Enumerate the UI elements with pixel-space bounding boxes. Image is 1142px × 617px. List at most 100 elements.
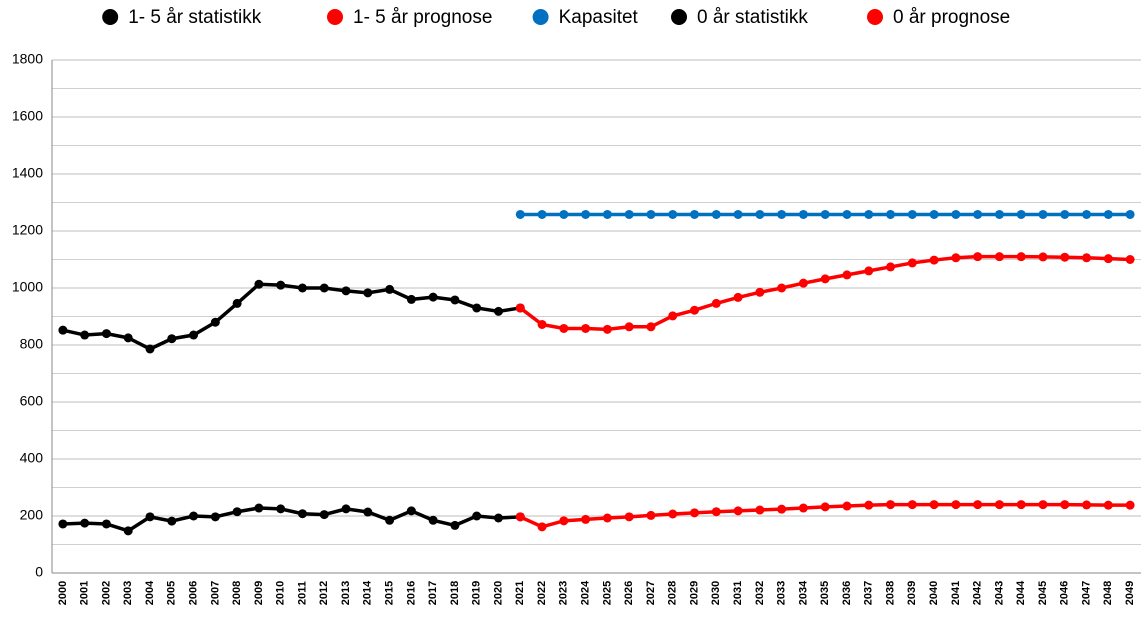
x-tick-label: 2045 (1037, 581, 1049, 605)
x-tick-label: 2022 (536, 581, 548, 605)
data-point (798, 209, 808, 219)
data-point (951, 500, 961, 510)
data-point (1038, 500, 1048, 510)
data-point (1103, 254, 1113, 264)
data-point (646, 322, 656, 332)
x-tick-label: 2013 (340, 581, 352, 605)
y-tick-label: 600 (20, 393, 44, 409)
data-point (646, 209, 656, 219)
data-point (907, 209, 917, 219)
x-tick-label: 2031 (732, 581, 744, 605)
data-point (1038, 209, 1048, 219)
y-tick-label: 800 (20, 336, 44, 352)
data-point (581, 209, 591, 219)
x-tick-label: 2016 (405, 581, 417, 605)
x-tick-label: 2046 (1059, 581, 1071, 605)
x-tick-label: 2037 (863, 581, 875, 605)
x-tick-label: 2002 (100, 581, 112, 605)
y-tick-label: 1600 (12, 108, 43, 124)
x-tick-label: 2009 (253, 581, 265, 605)
y-tick-label: 1000 (12, 279, 43, 295)
data-point (276, 504, 286, 514)
x-tick-label: 2010 (275, 581, 287, 605)
data-point (842, 501, 852, 511)
data-point (690, 209, 700, 219)
data-point (385, 284, 395, 294)
data-point (189, 330, 199, 340)
x-tick-label: 2038 (884, 581, 896, 605)
data-point (472, 511, 482, 521)
data-point (450, 295, 460, 305)
x-tick-label: 2023 (558, 581, 570, 605)
data-point (254, 503, 264, 513)
data-point (820, 502, 830, 512)
data-point (755, 287, 765, 297)
data-point (559, 516, 569, 526)
legend-label: 1- 5 år statistikk (128, 7, 262, 28)
data-point (820, 209, 830, 219)
data-point (777, 504, 787, 514)
data-point (1060, 209, 1070, 219)
data-point (929, 209, 939, 219)
data-point (515, 209, 525, 219)
y-tick-label: 1200 (12, 222, 43, 238)
y-tick-label: 400 (20, 450, 44, 466)
data-point (276, 280, 286, 290)
x-tick-label: 2041 (950, 581, 962, 605)
x-tick-label: 2003 (122, 581, 134, 605)
data-point (973, 252, 983, 262)
data-point (668, 509, 678, 519)
data-point (951, 253, 961, 263)
data-point (755, 209, 765, 219)
data-point (1082, 253, 1092, 263)
legend-label: 0 år prognose (893, 7, 1010, 28)
data-point (711, 298, 721, 308)
data-point (711, 209, 721, 219)
data-point (1125, 500, 1135, 510)
data-point (1060, 252, 1070, 262)
data-point (428, 292, 438, 302)
data-point (189, 511, 199, 521)
data-point (668, 311, 678, 321)
data-point (515, 512, 525, 522)
data-point (864, 209, 874, 219)
data-point (101, 519, 111, 529)
legend-marker (671, 9, 687, 25)
x-tick-label: 2034 (797, 580, 809, 605)
data-point (755, 505, 765, 515)
data-point (167, 334, 177, 344)
data-point (624, 322, 634, 332)
x-tick-label: 2040 (928, 581, 940, 605)
data-point (864, 500, 874, 510)
data-point (602, 209, 612, 219)
x-tick-label: 2033 (776, 581, 788, 605)
data-point (842, 270, 852, 280)
data-point (341, 286, 351, 296)
data-point (493, 306, 503, 316)
x-tick-label: 2019 (471, 581, 483, 605)
data-point (537, 522, 547, 532)
data-point (777, 283, 787, 293)
data-point (1103, 209, 1113, 219)
data-point (1060, 500, 1070, 510)
data-point (886, 262, 896, 272)
x-tick-label: 2011 (296, 581, 308, 605)
x-tick-label: 2029 (688, 581, 700, 605)
x-tick-label: 2000 (57, 581, 69, 605)
data-point (624, 512, 634, 522)
data-point (624, 209, 634, 219)
x-tick-label: 2024 (580, 580, 592, 605)
x-tick-label: 2001 (79, 581, 91, 605)
legend-label: 1- 5 år prognose (353, 7, 492, 28)
data-point (493, 513, 503, 523)
data-point (1016, 500, 1026, 510)
x-tick-label: 2044 (1015, 580, 1027, 605)
x-tick-label: 2028 (667, 581, 679, 605)
series-line (62, 506, 521, 533)
data-point (145, 512, 155, 522)
legend-label: 0 år statistikk (697, 7, 808, 28)
data-point (1103, 500, 1113, 510)
data-point (820, 274, 830, 284)
data-point (864, 266, 874, 276)
data-point (80, 518, 90, 528)
